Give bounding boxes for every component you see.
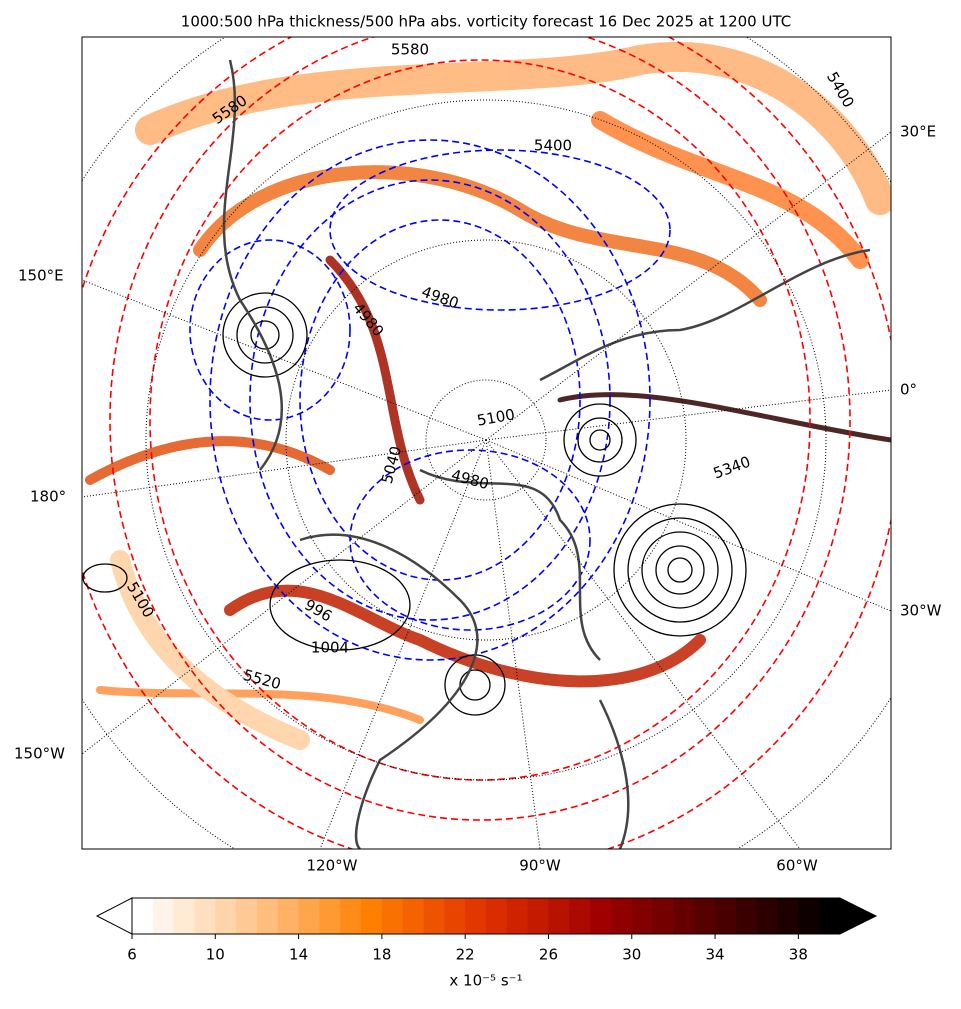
colorbar-tick-label: 6 <box>127 946 137 964</box>
colorbar-segment <box>590 898 612 934</box>
colorbar-tick-label: 18 <box>372 946 391 964</box>
colorbar-segment <box>236 898 258 934</box>
colorbar-segment <box>215 898 237 934</box>
colorbar-extend <box>95 897 133 935</box>
contour-label: 1004 <box>311 639 349 657</box>
lon-label: 180° <box>30 488 66 506</box>
colorbar-segment <box>256 898 279 934</box>
colorbar-extend <box>839 897 878 935</box>
colorbar-segment <box>756 898 779 934</box>
lon-label: 60°W <box>776 857 818 875</box>
lon-label: 150°E <box>18 267 64 285</box>
colorbar-segment <box>610 898 633 934</box>
colorbar-label: x 10⁻⁵ s⁻¹ <box>449 972 522 990</box>
colorbar-segment <box>402 898 425 934</box>
map-frame <box>81 36 892 850</box>
colorbar-segment <box>486 898 508 934</box>
colorbar-segment <box>277 898 300 934</box>
colorbar-segment <box>777 898 799 934</box>
colorbar-tick-label: 26 <box>539 946 558 964</box>
colorbar-segment <box>361 898 383 934</box>
colorbar-segment <box>735 898 758 934</box>
colorbar-tick-label: 30 <box>622 946 641 964</box>
colorbar-segment <box>569 898 591 934</box>
colorbar-tick-label: 10 <box>206 946 225 964</box>
lon-label: 150°W <box>14 745 65 763</box>
colorbar-segment <box>132 898 154 934</box>
colorbar-frame <box>131 897 841 935</box>
lon-label: 90°W <box>519 857 561 875</box>
contour-label: 5400 <box>534 137 572 155</box>
colorbar-segment <box>152 898 175 934</box>
colorbar-segment <box>194 898 216 934</box>
colorbar-segment <box>652 898 674 934</box>
colorbar-segment <box>819 898 841 934</box>
colorbar-segment <box>381 898 404 934</box>
colorbar-segment <box>527 898 549 934</box>
lon-label: 30°E <box>900 123 936 141</box>
colorbar-segment <box>298 898 320 934</box>
colorbar-segment <box>798 898 820 934</box>
lon-label: 0° <box>900 381 917 399</box>
colorbar-segment <box>465 898 487 934</box>
colorbar-segment <box>673 898 695 934</box>
colorbar-segment <box>631 898 654 934</box>
colorbar-tick-label: 22 <box>456 946 475 964</box>
lon-label: 30°W <box>900 602 942 620</box>
colorbar-tick-label: 34 <box>706 946 725 964</box>
lon-label: 120°W <box>307 857 358 875</box>
colorbar-segment <box>340 898 362 934</box>
colorbar-segment <box>506 898 529 934</box>
title: 1000:500 hPa thickness/500 hPa abs. vort… <box>181 13 791 31</box>
colorbar-segment <box>444 898 466 934</box>
contour-label: 5580 <box>391 41 429 59</box>
colorbar-segment <box>715 898 737 934</box>
colorbar-segment <box>319 898 341 934</box>
colorbar-segment <box>694 898 716 934</box>
colorbar-segment <box>173 898 195 934</box>
colorbar-tick-label: 14 <box>289 946 308 964</box>
colorbar-tick-label: 38 <box>789 946 808 964</box>
colorbar-segment <box>423 898 445 934</box>
colorbar-segment <box>548 898 570 934</box>
